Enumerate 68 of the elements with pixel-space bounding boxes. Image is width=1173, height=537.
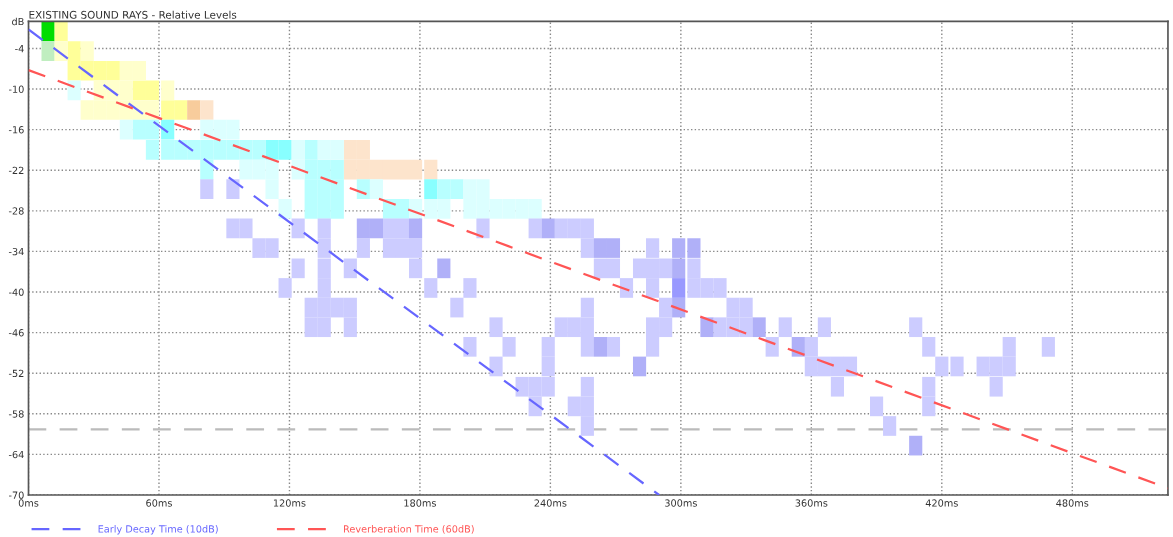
point [93,100,107,120]
point [187,100,201,120]
point [317,140,331,160]
y-tick-label: -70 [8,491,24,499]
point [291,140,305,160]
point [606,238,621,258]
y-tick-label: -16 [8,126,24,134]
point [161,140,175,160]
chart-title: EXISTING SOUND RAYS - Relative Levels [29,10,237,19]
point [174,140,188,160]
point [213,140,227,160]
x-tick-label: 240ms [534,499,567,507]
x-tick-label: 60ms [146,499,172,507]
y-tick-label: -22 [8,166,24,174]
y-tick-label: -58 [8,410,24,418]
point [408,218,423,239]
point [395,198,410,219]
y-tick-label: -40 [8,288,24,296]
x-tick-label: 480ms [1056,499,1089,507]
point [265,140,279,160]
point [252,140,266,160]
point [106,100,120,120]
text: Early Decay Time (10dB) [98,525,218,535]
x-tick-label: 420ms [925,499,958,507]
y-tick-label: -10 [8,85,24,93]
y-tick-label: -4 [15,45,24,53]
point [67,41,81,61]
y-tick-label: dB [12,17,24,26]
y-tick-label: -34 [8,247,24,256]
x-tick-label: 180ms [404,499,436,507]
point [200,140,214,160]
point [593,238,607,258]
point [382,159,397,180]
point [369,218,384,239]
point [330,140,344,160]
x-tick-label: 300ms [665,499,697,507]
point [395,159,410,180]
point [343,140,357,160]
y-tick-label: -28 [8,207,24,215]
point [145,119,160,140]
point [239,140,253,160]
point [369,179,384,200]
point [408,159,423,180]
point [174,100,188,120]
y-tick-label: -46 [8,329,24,337]
point [200,100,214,120]
point [187,140,201,160]
point [304,140,318,160]
point [672,238,686,258]
point [369,159,384,180]
point [145,140,160,160]
x-tick-label: 120ms [273,499,306,507]
point [356,140,370,160]
point [632,356,647,377]
point [687,238,701,258]
x-tick-label: 360ms [795,499,828,507]
text: Reverberation Time (60dB) [344,525,474,534]
y-tick-label: -64 [8,450,24,459]
x-tick-label: 0ms [18,499,39,507]
point [278,140,292,160]
point [41,41,55,61]
y-tick-label: -52 [8,369,24,378]
point [80,41,94,61]
point [226,140,240,160]
point [80,100,94,120]
point [145,80,160,101]
point [161,100,175,120]
point [672,278,686,298]
